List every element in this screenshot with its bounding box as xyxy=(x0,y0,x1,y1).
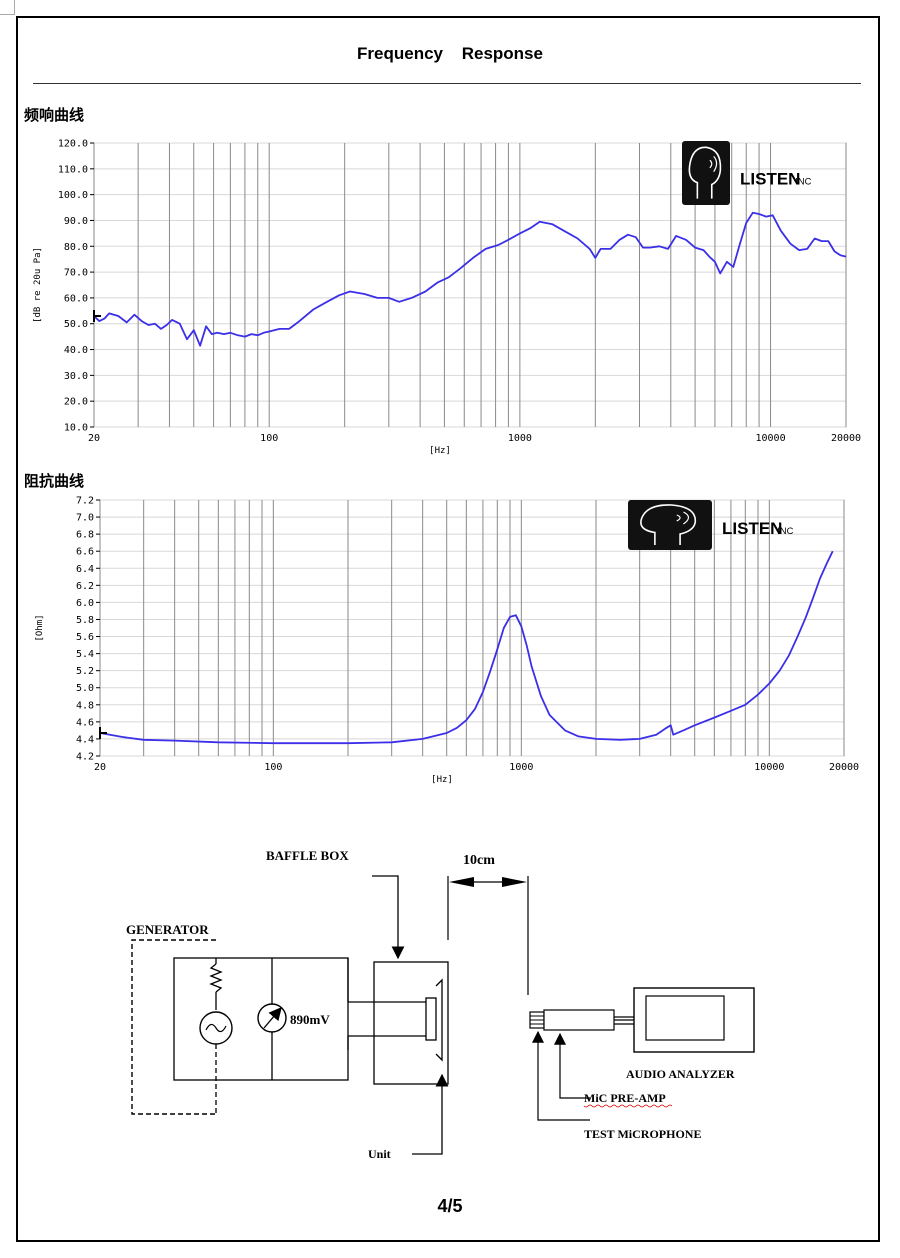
y-axis-label: [Ohm] xyxy=(35,614,45,641)
generator-dashed-outline xyxy=(131,939,216,1115)
x-tick-label: 1000 xyxy=(509,762,533,773)
mic-preamp-pointer xyxy=(554,1032,590,1099)
y-tick-label: 120.0 xyxy=(58,139,88,150)
y-tick-label: 6.0 xyxy=(76,598,94,609)
mic-preamp-label: MiC PRE-AMP xyxy=(584,1091,666,1105)
y-tick-label: 7.2 xyxy=(76,496,94,507)
page-title: Frequency Response xyxy=(357,44,543,63)
audio-analyzer-label: AUDIO ANALYZER xyxy=(626,1067,735,1081)
distance-arrow-left xyxy=(449,877,474,887)
y-tick-label: 6.4 xyxy=(76,564,94,575)
x-tick-label: 20000 xyxy=(829,762,859,773)
page-frame xyxy=(16,16,880,1242)
y-tick-label: 90.0 xyxy=(64,216,88,227)
x-tick-label: 1000 xyxy=(508,433,532,444)
mic-preamp xyxy=(543,1009,615,1031)
start-cursor-marker xyxy=(93,309,101,322)
y-tick-label: 4.8 xyxy=(76,700,94,711)
y-tick-label: 6.8 xyxy=(76,530,94,541)
x-axis-label: [Hz] xyxy=(429,446,451,456)
frequency-response-chart: 120.0 110.0 100.0 90.0 80.0 70.0 60.0 50.0 40.0 3… xyxy=(33,139,861,457)
baffle-box-pointer xyxy=(372,875,405,960)
y-tick-label: 7.0 xyxy=(76,513,94,524)
y-tick-label: 100.0 xyxy=(58,190,88,201)
title-divider xyxy=(33,83,861,84)
baffle-box xyxy=(373,961,449,1085)
y-tick-label: 6.2 xyxy=(76,581,94,592)
impedance-chart: 7.2 7.0 6.8 6.6 6.4 6.2 6.0 5.8 5.6 5.4 5.2 5.0 4.8 4… xyxy=(35,496,859,786)
x-tick-label: 100 xyxy=(264,762,282,773)
y-tick-label: 10.0 xyxy=(64,423,88,434)
logo-head-icon xyxy=(688,146,722,199)
y-tick-label: 40.0 xyxy=(64,345,88,356)
logo-brand-text: LISTEN xyxy=(740,170,800,189)
x-tick-label: 20000 xyxy=(831,433,861,444)
plot-area xyxy=(99,499,845,757)
logo-badge xyxy=(628,500,712,550)
y-tick-label: 4.2 xyxy=(76,752,94,763)
y-tick-label: 6.6 xyxy=(76,547,94,558)
voltage-label: 890mV xyxy=(290,1012,330,1027)
y-tick-label: 60.0 xyxy=(64,293,88,304)
test-microphone-label: TEST MiCROPHONE xyxy=(584,1127,701,1141)
x-tick-label: 10000 xyxy=(754,762,784,773)
test-microphone-pointer xyxy=(532,1030,590,1121)
start-cursor-marker xyxy=(99,726,107,739)
frequency-response-label: 频响曲线 xyxy=(24,106,85,124)
x-axis-label: [Hz] xyxy=(431,775,453,785)
y-tick-label: 5.6 xyxy=(76,632,94,643)
impedance-label: 阻抗曲线 xyxy=(24,472,85,490)
test-setup-diagram: BAFFLE BOX 10cm GENERATOR 890mV Unit MiC… xyxy=(126,848,755,1160)
page-number: 4/5 xyxy=(437,1196,463,1216)
y-tick-label: 50.0 xyxy=(64,319,88,330)
baffle-box-label: BAFFLE BOX xyxy=(266,848,349,863)
generator-label: GENERATOR xyxy=(126,922,209,937)
y-tick-label: 110.0 xyxy=(58,164,88,175)
speaker-unit xyxy=(425,997,437,1041)
y-tick-label: 30.0 xyxy=(64,371,88,382)
y-tick-label: 80.0 xyxy=(64,242,88,253)
y-tick-label: 5.8 xyxy=(76,615,94,626)
unit-pointer xyxy=(412,1073,449,1155)
y-tick-label: 4.6 xyxy=(76,717,94,728)
x-tick-label: 10000 xyxy=(755,433,785,444)
distance-arrow-right xyxy=(502,877,527,887)
y-tick-label: 5.4 xyxy=(76,649,94,660)
logo-brand-text: LISTEN xyxy=(722,519,782,538)
x-tick-label: 100 xyxy=(260,433,278,444)
logo-suffix-text: INC xyxy=(795,177,811,187)
unit-label: Unit xyxy=(368,1147,391,1160)
page-corner-mark xyxy=(0,0,15,15)
spellcheck-underline xyxy=(583,1104,673,1108)
y-axis-label: [dB re 20u Pa] xyxy=(33,247,43,323)
x-tick-label: 20 xyxy=(88,433,100,444)
y-tick-label: 4.4 xyxy=(76,734,94,745)
resistor-symbol xyxy=(209,963,223,993)
plot-area xyxy=(93,142,847,428)
y-tick-label: 5.2 xyxy=(76,666,94,677)
logo-head-icon xyxy=(640,504,697,545)
audio-analyzer-screen xyxy=(645,995,725,1041)
y-tick-label: 70.0 xyxy=(64,268,88,279)
distance-label: 10cm xyxy=(463,853,495,868)
y-tick-label: 20.0 xyxy=(64,397,88,408)
logo-suffix-text: INC xyxy=(777,526,793,536)
series-line xyxy=(99,550,834,745)
x-tick-label: 20 xyxy=(94,762,106,773)
generator-box xyxy=(173,957,349,1081)
series-line xyxy=(93,211,847,347)
y-tick-label: 5.0 xyxy=(76,683,94,694)
